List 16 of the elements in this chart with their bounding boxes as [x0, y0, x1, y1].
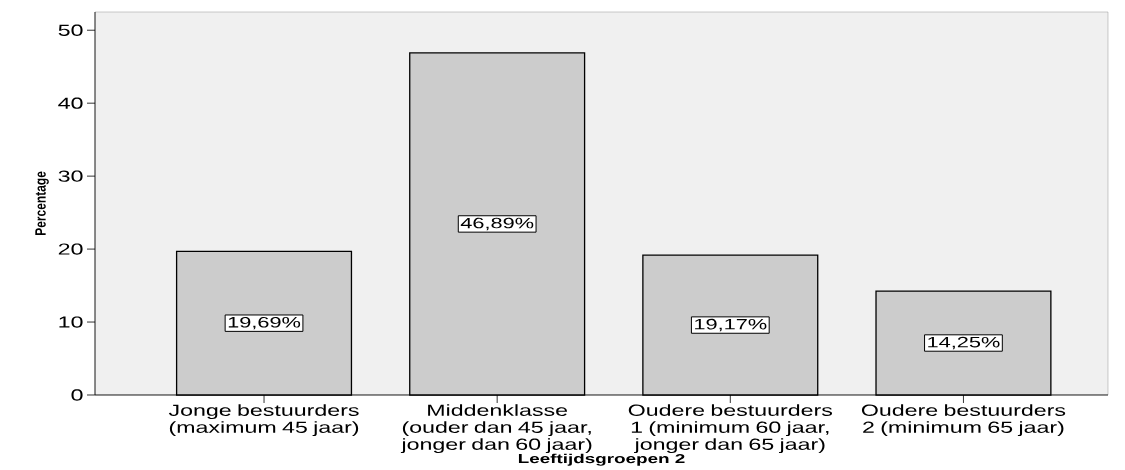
- x-tick-label: Oudere bestuurders 2 (minimum 65 jaar): [861, 404, 1066, 437]
- data-label: 19,17%: [695, 318, 767, 332]
- x-tick-label: Oudere bestuurders 1 (minimum 60 jaar, jonger dan 65 jaar): [628, 404, 833, 454]
- data-label: 19,69%: [228, 316, 301, 330]
- y-tick-label: 20: [58, 243, 83, 255]
- data-label: 14,25%: [928, 336, 1000, 350]
- y-tick-label: 50: [58, 24, 83, 36]
- y-axis-title: Percentage: [35, 171, 49, 236]
- y-tick-label: 0: [71, 389, 83, 401]
- y-tick-label: 40: [58, 97, 83, 109]
- y-tick-label: 10: [59, 316, 83, 328]
- x-tick-label: Middenklasse (ouder dan 45 jaar, jonger dan 60 jaar): [400, 404, 592, 454]
- data-label: 46,89%: [460, 217, 534, 231]
- x-tick-label: Jonge bestuurders (maximum 45 jaar): [168, 404, 359, 437]
- y-tick-label: 30: [58, 170, 83, 182]
- x-axis-title: Leeftijdsgroepen 2: [518, 453, 685, 466]
